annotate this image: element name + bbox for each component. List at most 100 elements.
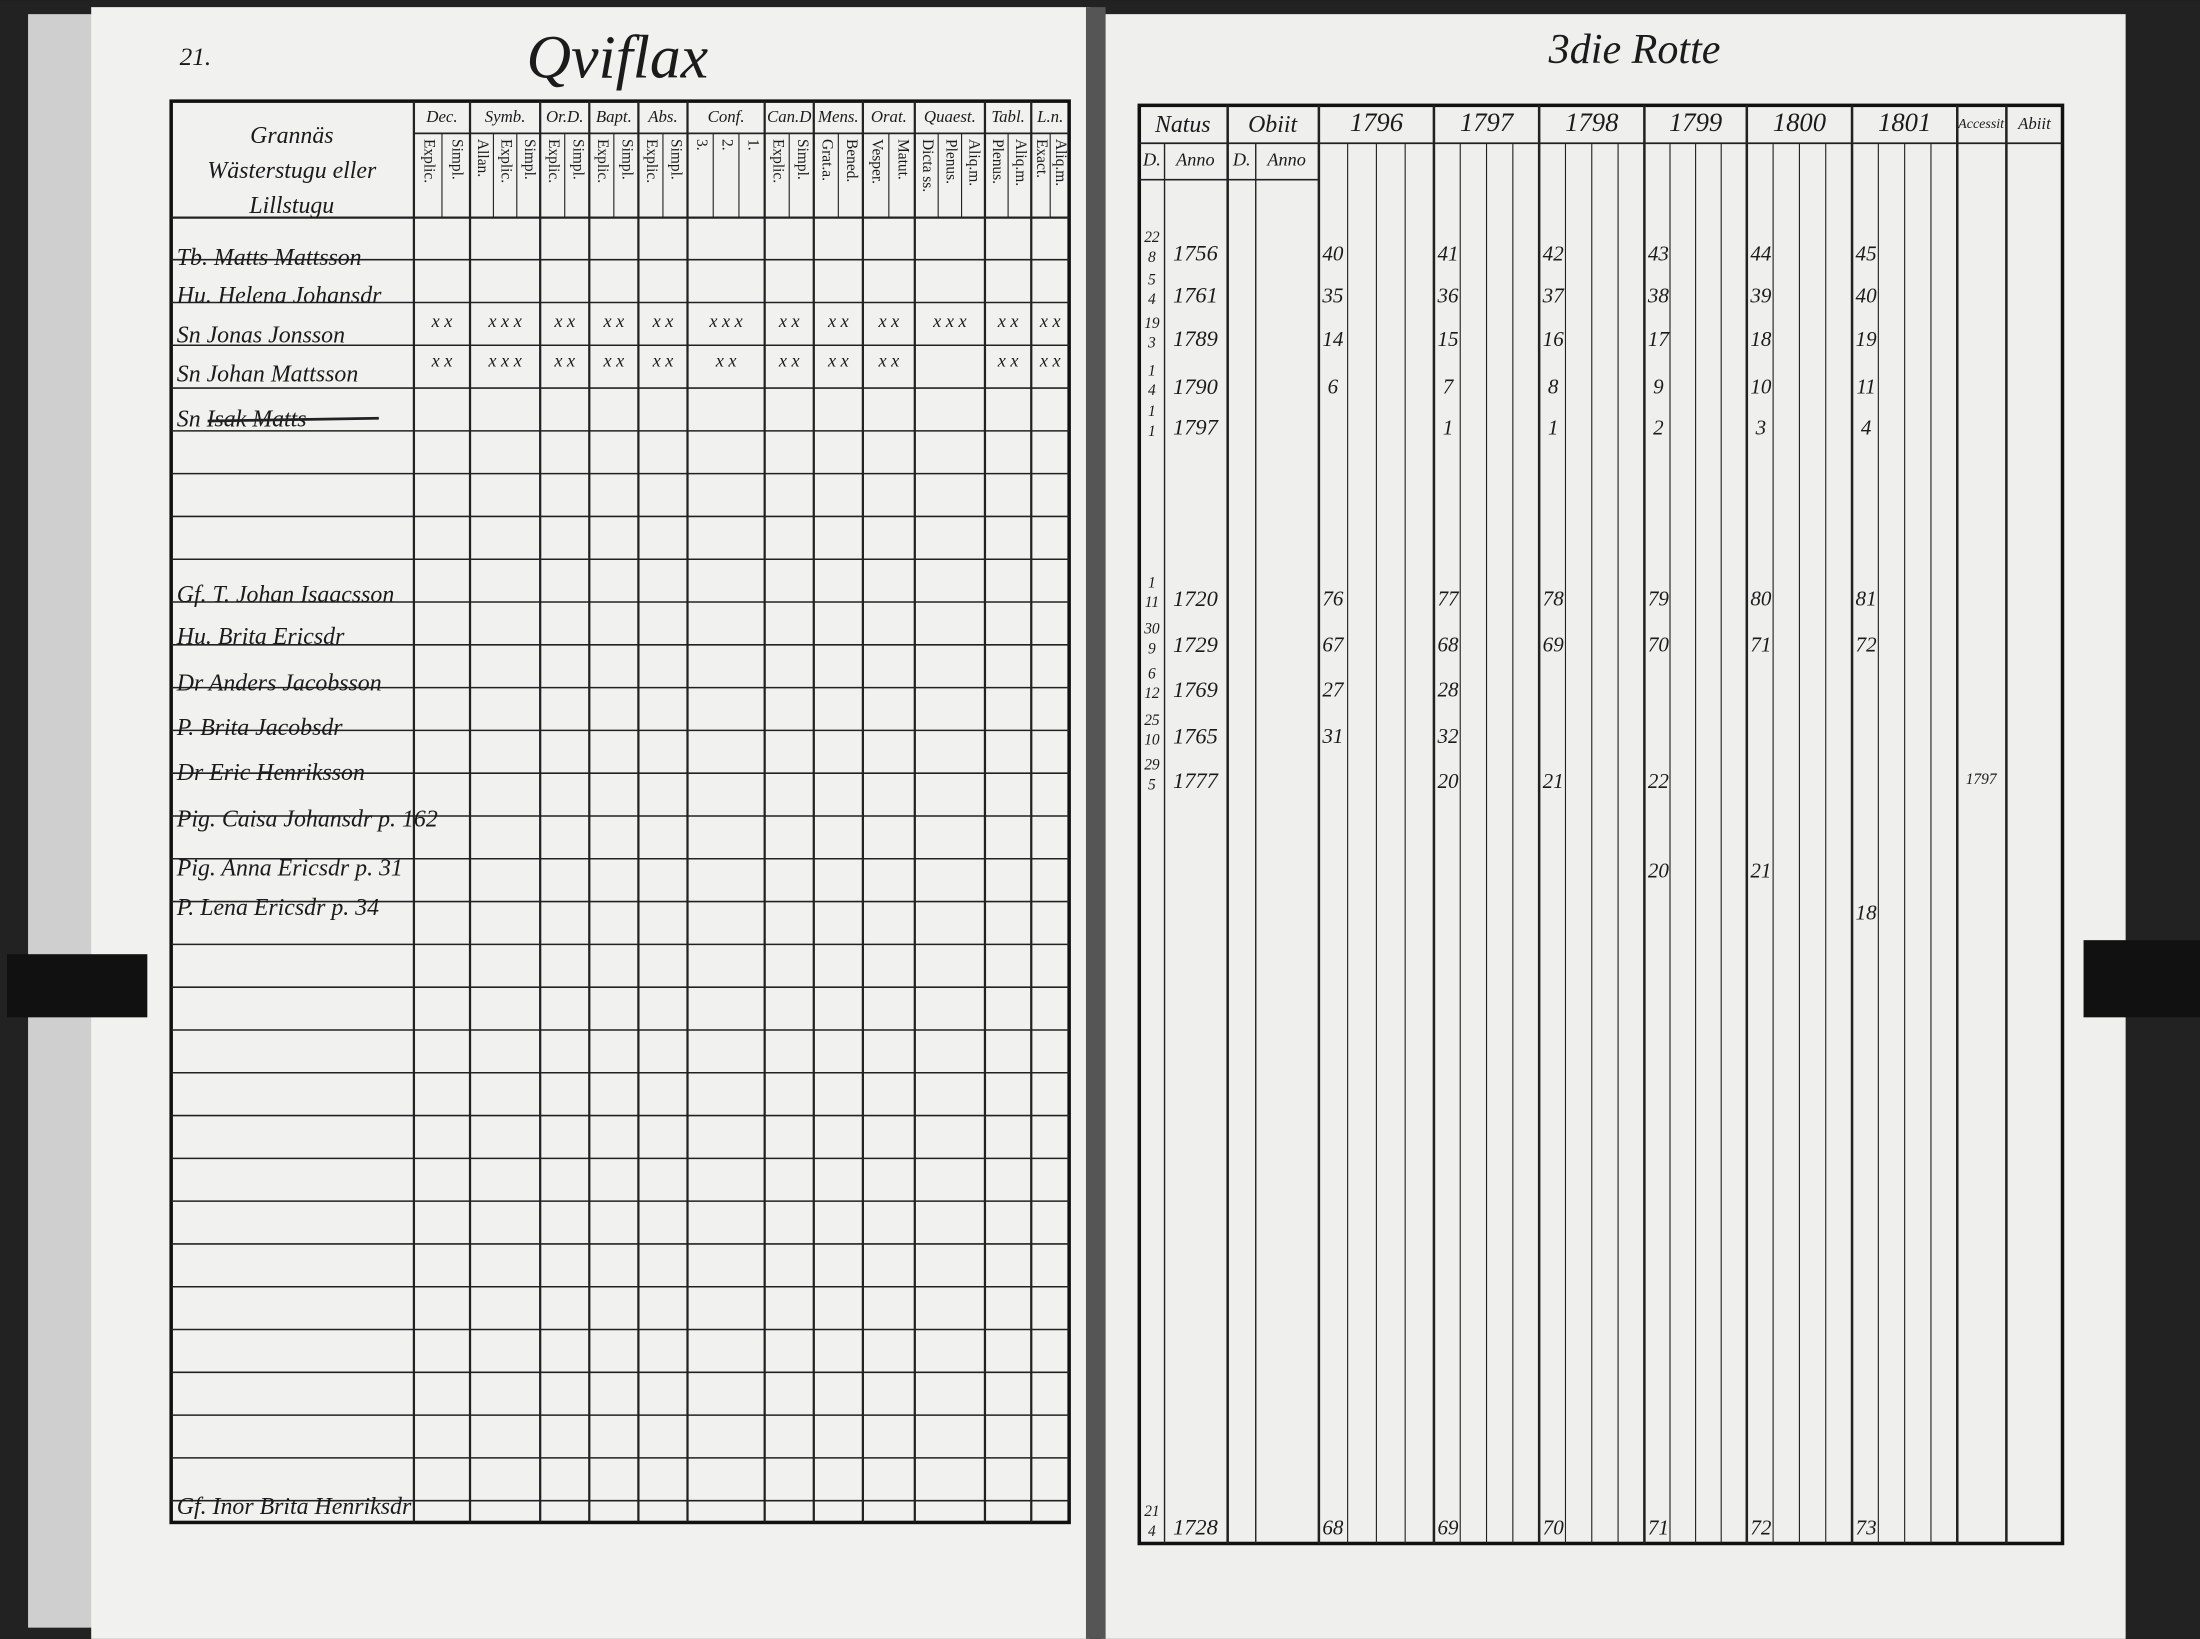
person-name: Hu. Helena Johansdr	[176, 283, 382, 309]
age: 71	[1648, 1515, 1669, 1539]
column-head: Tabl.	[991, 107, 1025, 126]
birth-day: 1	[1148, 574, 1156, 591]
age: 32	[1436, 724, 1459, 748]
birth-month: 12	[1144, 685, 1160, 702]
column-subhead: 2.	[719, 139, 736, 151]
birth-year: 1789	[1173, 326, 1218, 351]
age: 7	[1443, 375, 1455, 399]
column-subhead: Anno	[1266, 150, 1305, 170]
age: 41	[1437, 241, 1458, 265]
column-subhead: Bened.	[843, 139, 860, 182]
clip	[7, 954, 148, 1018]
age: 1	[1443, 415, 1454, 439]
check-mark: x x x	[708, 311, 742, 331]
column-subhead: Dicta ss.	[919, 139, 936, 192]
age: 2	[1653, 415, 1664, 439]
page-number: 21.	[180, 43, 212, 71]
column-head: Abiit	[2017, 114, 2052, 133]
age: 21	[1750, 859, 1771, 883]
title: Qviflax	[527, 23, 709, 91]
age: 68	[1437, 633, 1459, 657]
age: 35	[1321, 283, 1343, 307]
column-head: Obiit	[1248, 112, 1298, 138]
person-name: Pig. Caisa Johansdr p. 162	[176, 806, 438, 832]
age: 43	[1648, 241, 1669, 265]
rule	[207, 416, 379, 423]
birth-day: 21	[1144, 1503, 1159, 1520]
check-mark: x x	[715, 350, 737, 370]
column-subhead: Simpl.	[569, 139, 586, 180]
birth-year: 1761	[1173, 283, 1218, 308]
birth-day: 6	[1148, 666, 1156, 683]
year-head: 1799	[1669, 107, 1722, 137]
person-name: Gf. T. Johan Isaacsson	[177, 582, 394, 608]
column-subhead: Explic.	[545, 139, 562, 183]
age: 79	[1648, 586, 1670, 610]
column-head: L.n.	[1036, 107, 1063, 126]
header-note: Grannäs	[250, 123, 333, 149]
check-mark: x x	[1039, 350, 1061, 370]
age: 20	[1648, 859, 1670, 883]
check-mark: x x	[877, 350, 899, 370]
check-mark: x x	[602, 350, 624, 370]
age: 18	[1856, 901, 1878, 925]
birth-month: 1	[1148, 423, 1156, 440]
column-subhead: Explic.	[769, 139, 786, 183]
birth-day: 29	[1144, 757, 1160, 774]
age: 40	[1322, 241, 1344, 265]
age: 8	[1548, 375, 1559, 399]
title: 3die Rotte	[1548, 26, 1721, 73]
age: 21	[1543, 769, 1564, 793]
birth-day: 1	[1148, 403, 1156, 420]
birth-day: 30	[1143, 621, 1160, 638]
age: 3	[1755, 415, 1767, 439]
check-mark: x x	[827, 311, 849, 331]
age: 19	[1856, 327, 1878, 351]
check-mark: x x x	[487, 350, 521, 370]
age: 68	[1322, 1515, 1344, 1539]
year-head: 1801	[1878, 107, 1931, 137]
birth-month: 5	[1148, 776, 1156, 793]
birth-month: 3	[1147, 334, 1156, 351]
birth-month: 4	[1148, 291, 1156, 308]
age: 81	[1856, 586, 1877, 610]
check-mark: x x x	[487, 311, 521, 331]
person-name: Pig. Anna Ericsdr p. 31	[176, 855, 403, 881]
header-note: Wästerstugu eller	[207, 158, 377, 184]
birth-day: 19	[1144, 315, 1160, 332]
person-name: Sn Johan Mattsson	[177, 362, 358, 388]
age: 38	[1647, 283, 1670, 307]
column-head: Can.D	[767, 107, 811, 126]
age: 80	[1750, 586, 1772, 610]
birth-month: 10	[1144, 731, 1160, 748]
person-name: Tb. Matts Mattsson	[177, 245, 362, 271]
clip	[2083, 940, 2200, 1018]
person-name: Dr Eric Henriksson	[176, 760, 365, 786]
year-head: 1796	[1350, 107, 1404, 137]
column-subhead: Explic.	[643, 139, 660, 183]
birth-month: 4	[1148, 382, 1156, 399]
column-subhead: 3.	[693, 139, 710, 151]
birth-year: 1790	[1173, 374, 1218, 399]
left-paper	[91, 7, 1091, 1639]
age: 14	[1322, 327, 1344, 351]
check-mark: x x	[553, 311, 575, 331]
birth-year: 1728	[1173, 1515, 1218, 1540]
birth-year: 1777	[1173, 768, 1219, 793]
year-head: 1800	[1773, 107, 1826, 137]
person-name: P. Lena Ericsdr p. 34	[176, 895, 379, 921]
age: 9	[1653, 375, 1664, 399]
birth-year: 1797	[1173, 415, 1219, 440]
age: 20	[1437, 769, 1459, 793]
column-head: Dec.	[425, 107, 457, 126]
check-mark: x x	[1039, 311, 1061, 331]
column-subhead: Explic.	[498, 139, 515, 183]
age: 44	[1750, 241, 1772, 265]
check-mark: x x	[652, 350, 674, 370]
birth-day: 5	[1148, 271, 1156, 288]
age: 31	[1321, 724, 1343, 748]
age: 71	[1750, 633, 1771, 657]
check-mark: x x	[778, 350, 800, 370]
